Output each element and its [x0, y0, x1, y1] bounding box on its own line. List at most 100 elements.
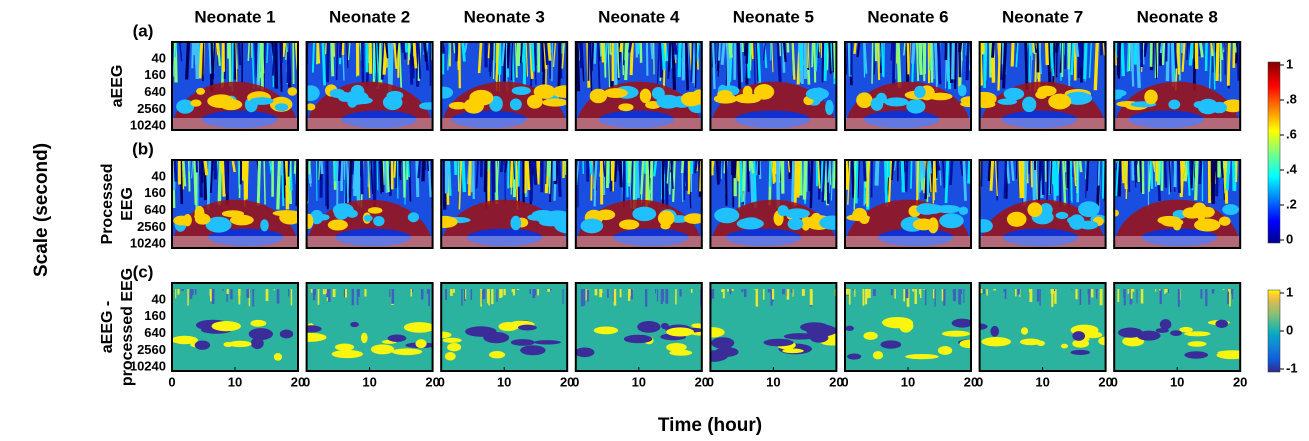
texture — [219, 160, 225, 173]
texture — [536, 160, 541, 185]
texture — [680, 91, 702, 107]
texture — [475, 160, 479, 189]
texture — [694, 42, 697, 88]
texture — [172, 236, 298, 248]
texture — [1082, 331, 1103, 339]
texture — [331, 349, 364, 359]
x-tick-label: 10 — [497, 374, 511, 389]
texture — [710, 236, 837, 248]
panel-frame — [1113, 159, 1242, 249]
texture — [870, 97, 884, 111]
texture — [1198, 160, 1203, 184]
x-tick-label: 20 — [964, 374, 978, 389]
texture — [237, 160, 240, 189]
texture — [1187, 341, 1207, 347]
texture — [660, 222, 671, 230]
x-tick-label: 0 — [976, 374, 983, 389]
texture — [1019, 338, 1042, 346]
texture — [1044, 42, 1049, 66]
texture — [1003, 160, 1008, 199]
texture — [984, 42, 988, 81]
texture — [918, 203, 944, 215]
texture — [509, 98, 522, 111]
texture — [710, 160, 715, 176]
x-tick-label: 0 — [438, 374, 445, 389]
texture — [1101, 160, 1106, 199]
texture — [415, 339, 427, 349]
texture — [533, 84, 556, 99]
texture — [944, 160, 950, 204]
texture — [959, 339, 971, 349]
texture — [771, 42, 774, 73]
texture — [1062, 160, 1067, 206]
texture — [856, 92, 873, 109]
texture — [1015, 42, 1019, 68]
texture — [994, 160, 998, 197]
texture — [666, 160, 670, 184]
texture — [1002, 228, 1079, 247]
texture — [755, 160, 759, 176]
texture — [499, 160, 504, 173]
texture — [1020, 327, 1029, 335]
texture — [710, 118, 837, 130]
texture — [403, 42, 407, 60]
texture — [1214, 160, 1217, 172]
texture — [613, 160, 618, 182]
texture — [279, 329, 294, 339]
texture — [1222, 204, 1239, 215]
texture — [1028, 160, 1031, 175]
texture — [989, 160, 995, 191]
texture — [575, 347, 595, 358]
texture — [1215, 42, 1220, 81]
texture — [613, 42, 618, 91]
texture — [319, 160, 324, 175]
texture — [598, 42, 603, 57]
texture — [247, 42, 251, 62]
texture — [787, 160, 791, 173]
colorbar-tick-label: .4 — [1286, 161, 1298, 176]
texture — [958, 206, 969, 216]
texture — [691, 323, 702, 328]
panel-frame — [709, 41, 838, 131]
y-tick-label: 10240 — [130, 236, 166, 251]
texture — [1172, 42, 1176, 84]
texture — [271, 42, 276, 76]
texture — [863, 331, 878, 340]
texture — [525, 160, 531, 191]
texture — [408, 160, 412, 202]
texture — [1060, 343, 1069, 349]
panel-label: (b) — [132, 139, 154, 158]
colorbar-tick-label: 1 — [1286, 56, 1293, 71]
texture — [935, 204, 961, 214]
texture — [1115, 160, 1119, 171]
texture — [190, 160, 194, 179]
texture — [798, 160, 803, 196]
texture — [915, 42, 920, 82]
texture — [624, 42, 629, 81]
texture — [887, 160, 893, 204]
heatmap-panel — [575, 283, 702, 371]
texture — [273, 353, 283, 361]
texture — [997, 42, 1002, 91]
y-tick-label: 2560 — [137, 342, 166, 357]
texture — [318, 160, 321, 180]
texture — [1070, 160, 1073, 203]
texture — [652, 160, 658, 177]
texture — [1184, 331, 1211, 337]
texture — [258, 42, 262, 82]
texture — [487, 160, 491, 172]
texture — [656, 94, 681, 109]
texture — [941, 330, 971, 337]
texture — [514, 160, 518, 190]
texture — [779, 42, 782, 57]
texture — [743, 217, 760, 225]
y-axis-label: Scale (second) — [31, 143, 52, 277]
texture — [1172, 217, 1182, 231]
texture — [740, 42, 743, 83]
texture — [664, 160, 669, 208]
texture — [457, 160, 460, 192]
texture — [1085, 160, 1088, 198]
texture — [853, 42, 857, 54]
heatmap-panel — [710, 160, 837, 248]
texture — [575, 160, 580, 186]
